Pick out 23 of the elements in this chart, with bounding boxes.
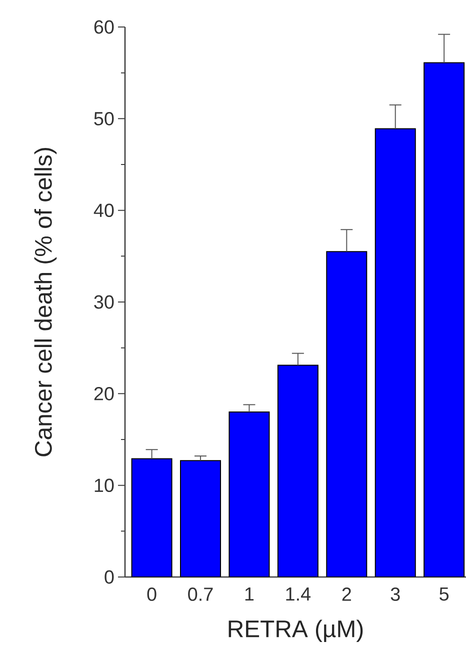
y-tick-label: 10: [94, 478, 114, 492]
y-tick-label: 20: [94, 386, 114, 400]
x-axis-title: RETRA (µM): [228, 620, 363, 642]
x-tick-label: 3: [390, 588, 400, 601]
x-tick-label: 2: [342, 588, 351, 601]
x-tick-label: 1.4: [286, 588, 311, 601]
bar: [180, 460, 222, 577]
x-tick-label: 5: [440, 588, 449, 601]
y-tick-label: 0: [104, 570, 114, 584]
bar: [131, 458, 172, 577]
bar: [326, 251, 368, 577]
bar: [228, 412, 270, 577]
y-tick-label: 40: [94, 204, 114, 218]
x-tick-label: 1: [245, 588, 254, 601]
bar: [374, 128, 416, 577]
bar: [277, 364, 318, 577]
y-tick-label: 30: [94, 295, 114, 309]
y-tick-label: 60: [94, 20, 114, 34]
y-tick-label: 50: [94, 112, 114, 126]
y-axis-title: Cancer cell death (% of cells): [34, 148, 57, 456]
x-tick-label: 0.7: [188, 588, 213, 601]
bar: [424, 62, 465, 577]
x-tick-label: 0: [147, 588, 156, 601]
